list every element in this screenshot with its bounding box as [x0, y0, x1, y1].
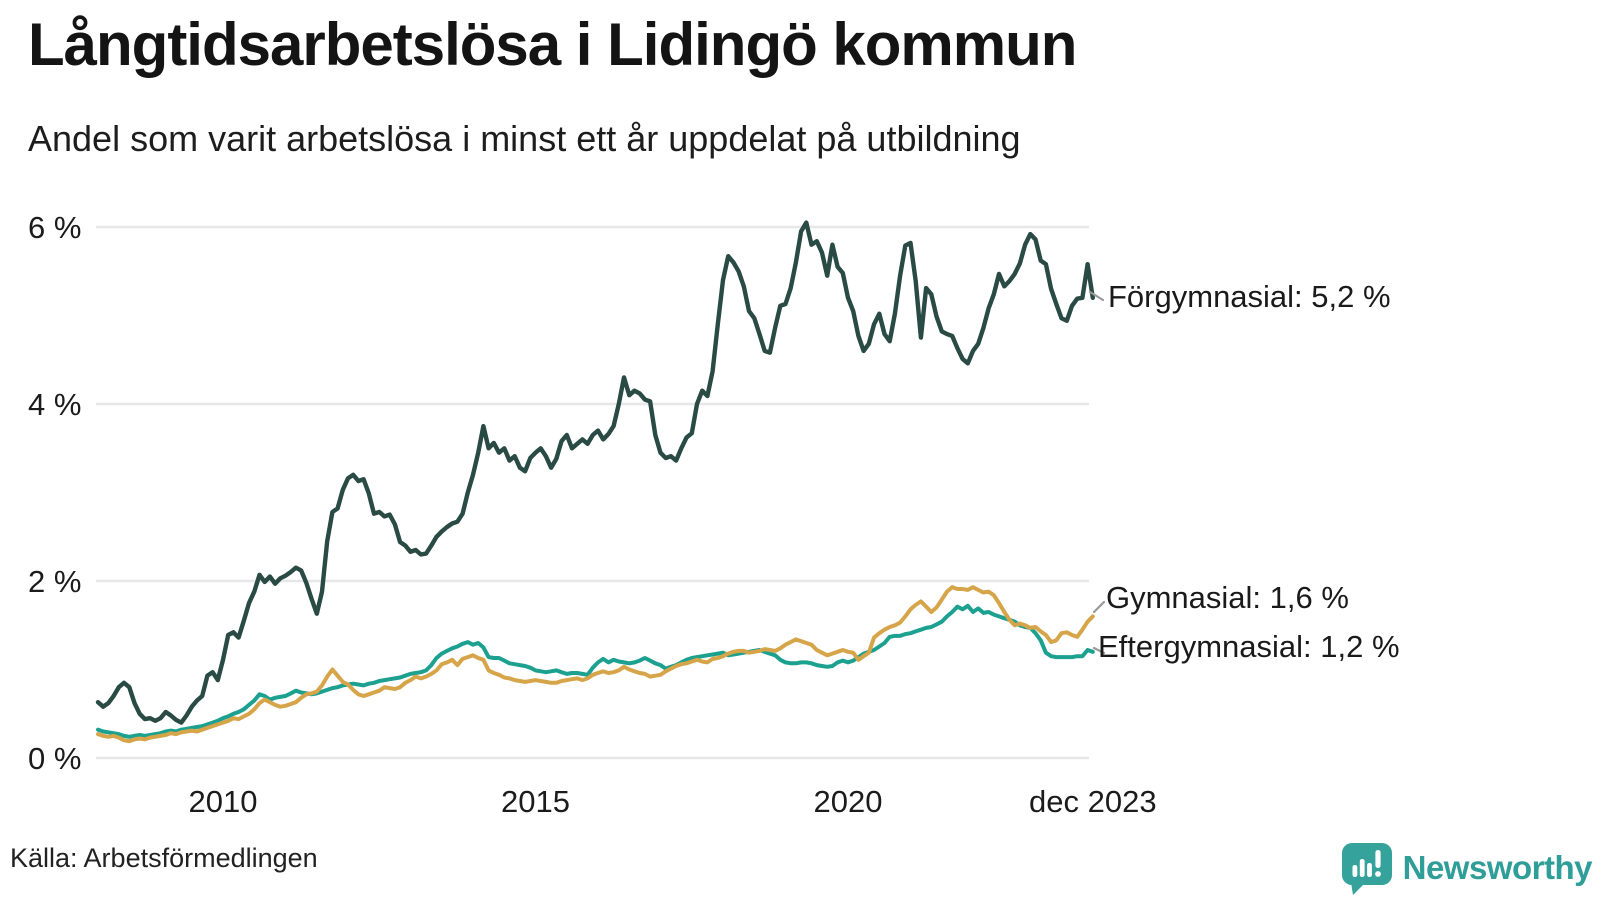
x-tick-label: dec 2023	[1029, 784, 1157, 819]
series-line-gymnasial	[96, 585, 1095, 744]
series-end-label-eftergymnasial: Eftergymnasial: 1,2 %	[1098, 629, 1400, 664]
y-tick-label: 6 %	[28, 210, 81, 245]
speech-bubble-shape	[1341, 843, 1392, 895]
x-tick-label: 2020	[814, 784, 883, 819]
y-tick-label: 4 %	[28, 387, 81, 422]
label-connector-eftergymnasial	[1092, 646, 1106, 655]
series-end-label-förgymnasial: Förgymnasial: 5,2 %	[1108, 279, 1391, 314]
page-title: Långtidsarbetslösa i Lidingö kommun	[28, 11, 1077, 78]
bar-1	[1352, 865, 1357, 877]
brand-name: Newsworthy	[1402, 849, 1593, 886]
y-tick-label: 2 %	[28, 564, 81, 599]
exclamation-bar	[1375, 850, 1381, 868]
label-connector-förgymnasial	[1088, 290, 1105, 302]
page-subtitle: Andel som varit arbetslösa i minst ett å…	[28, 118, 1021, 159]
brand-logo: Newsworthy	[1341, 842, 1593, 895]
x-tick-label: 2015	[501, 784, 570, 819]
x-tick-label: 2010	[189, 784, 258, 819]
series-line-förgymnasial	[95, 220, 1096, 725]
source-note: Källa: Arbetsförmedlingen	[10, 843, 318, 873]
label-connector-gymnasial	[1092, 600, 1106, 614]
newsworthy-icon	[1341, 843, 1392, 895]
series-line-eftergymnasial	[96, 603, 1095, 739]
y-tick-label: 0 %	[28, 741, 81, 776]
series-end-label-gymnasial: Gymnasial: 1,6 %	[1106, 580, 1349, 615]
exclamation-dot	[1374, 871, 1381, 877]
bar-3	[1366, 863, 1372, 877]
bar-2	[1359, 859, 1365, 877]
